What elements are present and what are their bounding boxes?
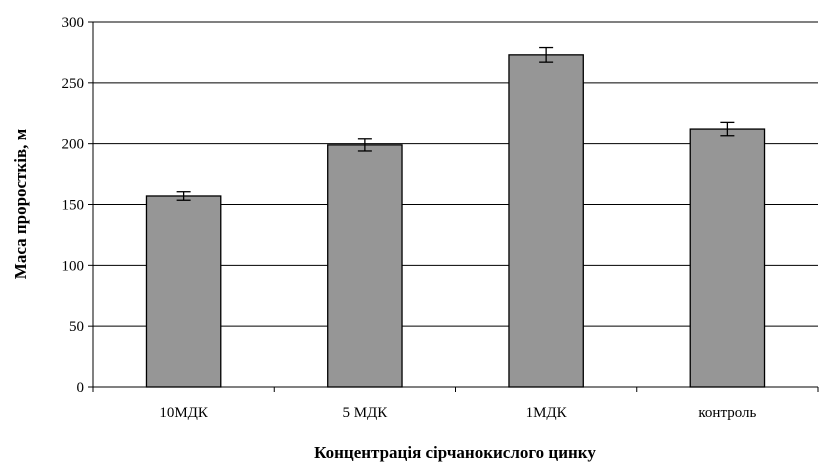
x-tick-label: 1МДК [526,405,568,421]
y-tick-label: 250 [62,76,85,92]
x-tick-label: контроль [698,405,756,421]
bar-1 [145,195,222,388]
y-tick-label: 0 [77,380,85,396]
y-tick-label: 150 [62,198,85,214]
y-tick-label: 50 [69,319,84,335]
y-tick-label: 300 [62,15,85,31]
y-tick-label: 100 [62,258,85,274]
bar-4 [689,128,766,388]
x-tick-label: 10МДК [159,405,209,421]
y-tick-label: 200 [62,137,85,153]
x-tick-labels: 10МДК 5 МДК 1МДК контроль [159,405,756,421]
x-tick-label: 5 МДК [342,405,388,421]
y-axis-title: Маса проростків, м [11,128,30,279]
bars [145,54,766,388]
x-axis-title: Концентрація сірчанокислого цинку [314,443,596,462]
bar-3 [508,54,584,388]
bar-2 [327,144,403,388]
axes [88,21,819,392]
y-tick-labels: 0 50 100 150 200 250 300 [62,15,85,396]
error-bars [176,46,735,201]
